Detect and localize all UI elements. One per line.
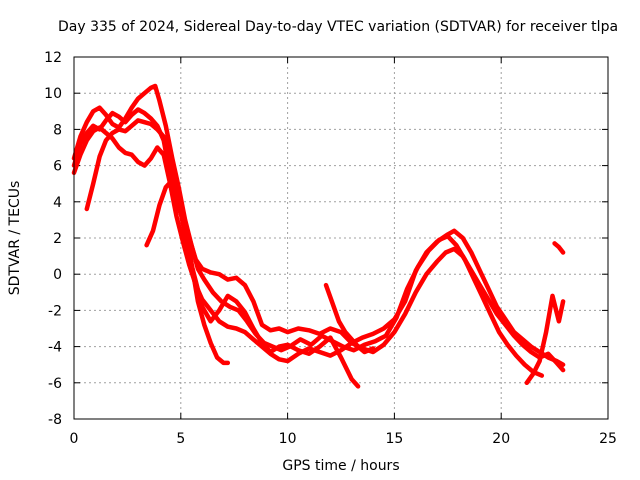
series-trace-4 (84, 118, 361, 389)
y-tick-label: 12 (44, 50, 62, 66)
chart-title: Day 335 of 2024, Sidereal Day-to-day VTE… (58, 19, 618, 35)
series-trace-7 (524, 293, 566, 386)
y-tick-label: -4 (48, 340, 62, 356)
plot-frame (73, 56, 609, 420)
x-tick-label: 25 (599, 431, 617, 447)
x-tick-label: 5 (176, 431, 185, 447)
y-tick-label: 6 (53, 159, 62, 175)
x-tick-label: 0 (70, 431, 79, 447)
y-tick-label: 0 (53, 267, 62, 283)
y-tick-label: 10 (44, 86, 62, 102)
series-trace-1 (71, 107, 566, 367)
series-trace-8 (552, 241, 566, 255)
y-axis-label: SDTVAR / TECUs (7, 181, 23, 296)
x-axis-label: GPS time / hours (282, 458, 399, 474)
y-tick-label: -6 (48, 376, 62, 392)
y-tick-label: -2 (48, 303, 62, 319)
x-axis-ticks: 0 5 10 15 20 25 (70, 431, 617, 447)
x-tick-label: 20 (492, 431, 510, 447)
grid-lines (73, 56, 609, 420)
y-tick-label: -8 (48, 412, 62, 428)
series-trace-5 (144, 177, 231, 366)
x-tick-label: 10 (279, 431, 297, 447)
series-trace-3 (71, 125, 566, 373)
y-axis-ticks: -8 -6 -4 -2 0 2 4 6 8 10 12 (44, 50, 62, 428)
y-tick-label: 2 (53, 231, 62, 247)
y-tick-label: 8 (53, 122, 62, 138)
series-trace-6 (323, 282, 376, 355)
x-tick-label: 15 (385, 431, 403, 447)
y-tick-label: 4 (53, 195, 62, 211)
data-series (71, 83, 566, 389)
